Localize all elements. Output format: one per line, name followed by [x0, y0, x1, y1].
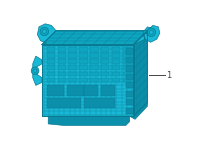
Polygon shape: [79, 78, 88, 82]
Polygon shape: [47, 53, 55, 58]
Polygon shape: [47, 65, 55, 70]
Polygon shape: [101, 47, 109, 51]
Polygon shape: [47, 72, 55, 76]
Polygon shape: [58, 78, 66, 82]
Polygon shape: [79, 59, 88, 64]
Polygon shape: [42, 45, 134, 116]
Polygon shape: [37, 24, 56, 45]
Polygon shape: [101, 78, 109, 82]
Polygon shape: [79, 53, 88, 58]
Polygon shape: [90, 65, 99, 70]
Polygon shape: [47, 59, 55, 64]
Polygon shape: [112, 53, 120, 58]
Circle shape: [149, 30, 153, 34]
Polygon shape: [84, 85, 98, 96]
Polygon shape: [68, 72, 77, 76]
Polygon shape: [90, 72, 99, 76]
Polygon shape: [134, 31, 147, 116]
Polygon shape: [126, 82, 134, 88]
Polygon shape: [101, 53, 109, 58]
Polygon shape: [112, 78, 120, 82]
Polygon shape: [42, 31, 147, 45]
Polygon shape: [123, 65, 131, 70]
Polygon shape: [68, 78, 77, 82]
Polygon shape: [79, 65, 88, 70]
Polygon shape: [68, 53, 77, 58]
Circle shape: [147, 28, 156, 36]
Polygon shape: [123, 72, 131, 76]
Polygon shape: [126, 91, 134, 97]
Polygon shape: [58, 53, 66, 58]
Polygon shape: [112, 72, 120, 76]
Polygon shape: [123, 59, 131, 64]
Polygon shape: [101, 59, 109, 64]
Polygon shape: [68, 47, 77, 51]
Polygon shape: [58, 59, 66, 64]
Polygon shape: [101, 65, 109, 70]
Polygon shape: [123, 78, 131, 82]
Polygon shape: [130, 102, 147, 119]
Polygon shape: [134, 25, 160, 45]
Polygon shape: [58, 47, 66, 51]
Polygon shape: [68, 59, 77, 64]
Polygon shape: [112, 47, 120, 51]
Polygon shape: [101, 72, 109, 76]
Polygon shape: [79, 47, 88, 51]
Polygon shape: [126, 99, 134, 105]
Polygon shape: [48, 116, 130, 125]
Polygon shape: [47, 85, 64, 96]
Polygon shape: [90, 47, 99, 51]
Polygon shape: [67, 85, 84, 96]
Circle shape: [40, 27, 49, 36]
Polygon shape: [58, 72, 66, 76]
Circle shape: [42, 30, 46, 33]
Polygon shape: [90, 53, 99, 58]
Polygon shape: [126, 108, 134, 114]
Polygon shape: [90, 78, 99, 82]
Polygon shape: [112, 59, 120, 64]
Polygon shape: [79, 72, 88, 76]
Polygon shape: [47, 78, 55, 82]
Polygon shape: [68, 65, 77, 70]
Circle shape: [33, 69, 37, 72]
Polygon shape: [33, 56, 42, 85]
Polygon shape: [126, 65, 134, 72]
Polygon shape: [123, 53, 131, 58]
Polygon shape: [126, 49, 134, 55]
Polygon shape: [84, 98, 115, 108]
Polygon shape: [126, 74, 134, 80]
Circle shape: [31, 67, 39, 75]
Polygon shape: [90, 59, 99, 64]
Polygon shape: [58, 65, 66, 70]
Polygon shape: [47, 47, 55, 51]
Polygon shape: [47, 98, 81, 108]
Polygon shape: [123, 47, 131, 51]
Polygon shape: [126, 57, 134, 63]
Text: 1: 1: [166, 71, 171, 80]
Polygon shape: [112, 65, 120, 70]
Polygon shape: [101, 85, 115, 96]
